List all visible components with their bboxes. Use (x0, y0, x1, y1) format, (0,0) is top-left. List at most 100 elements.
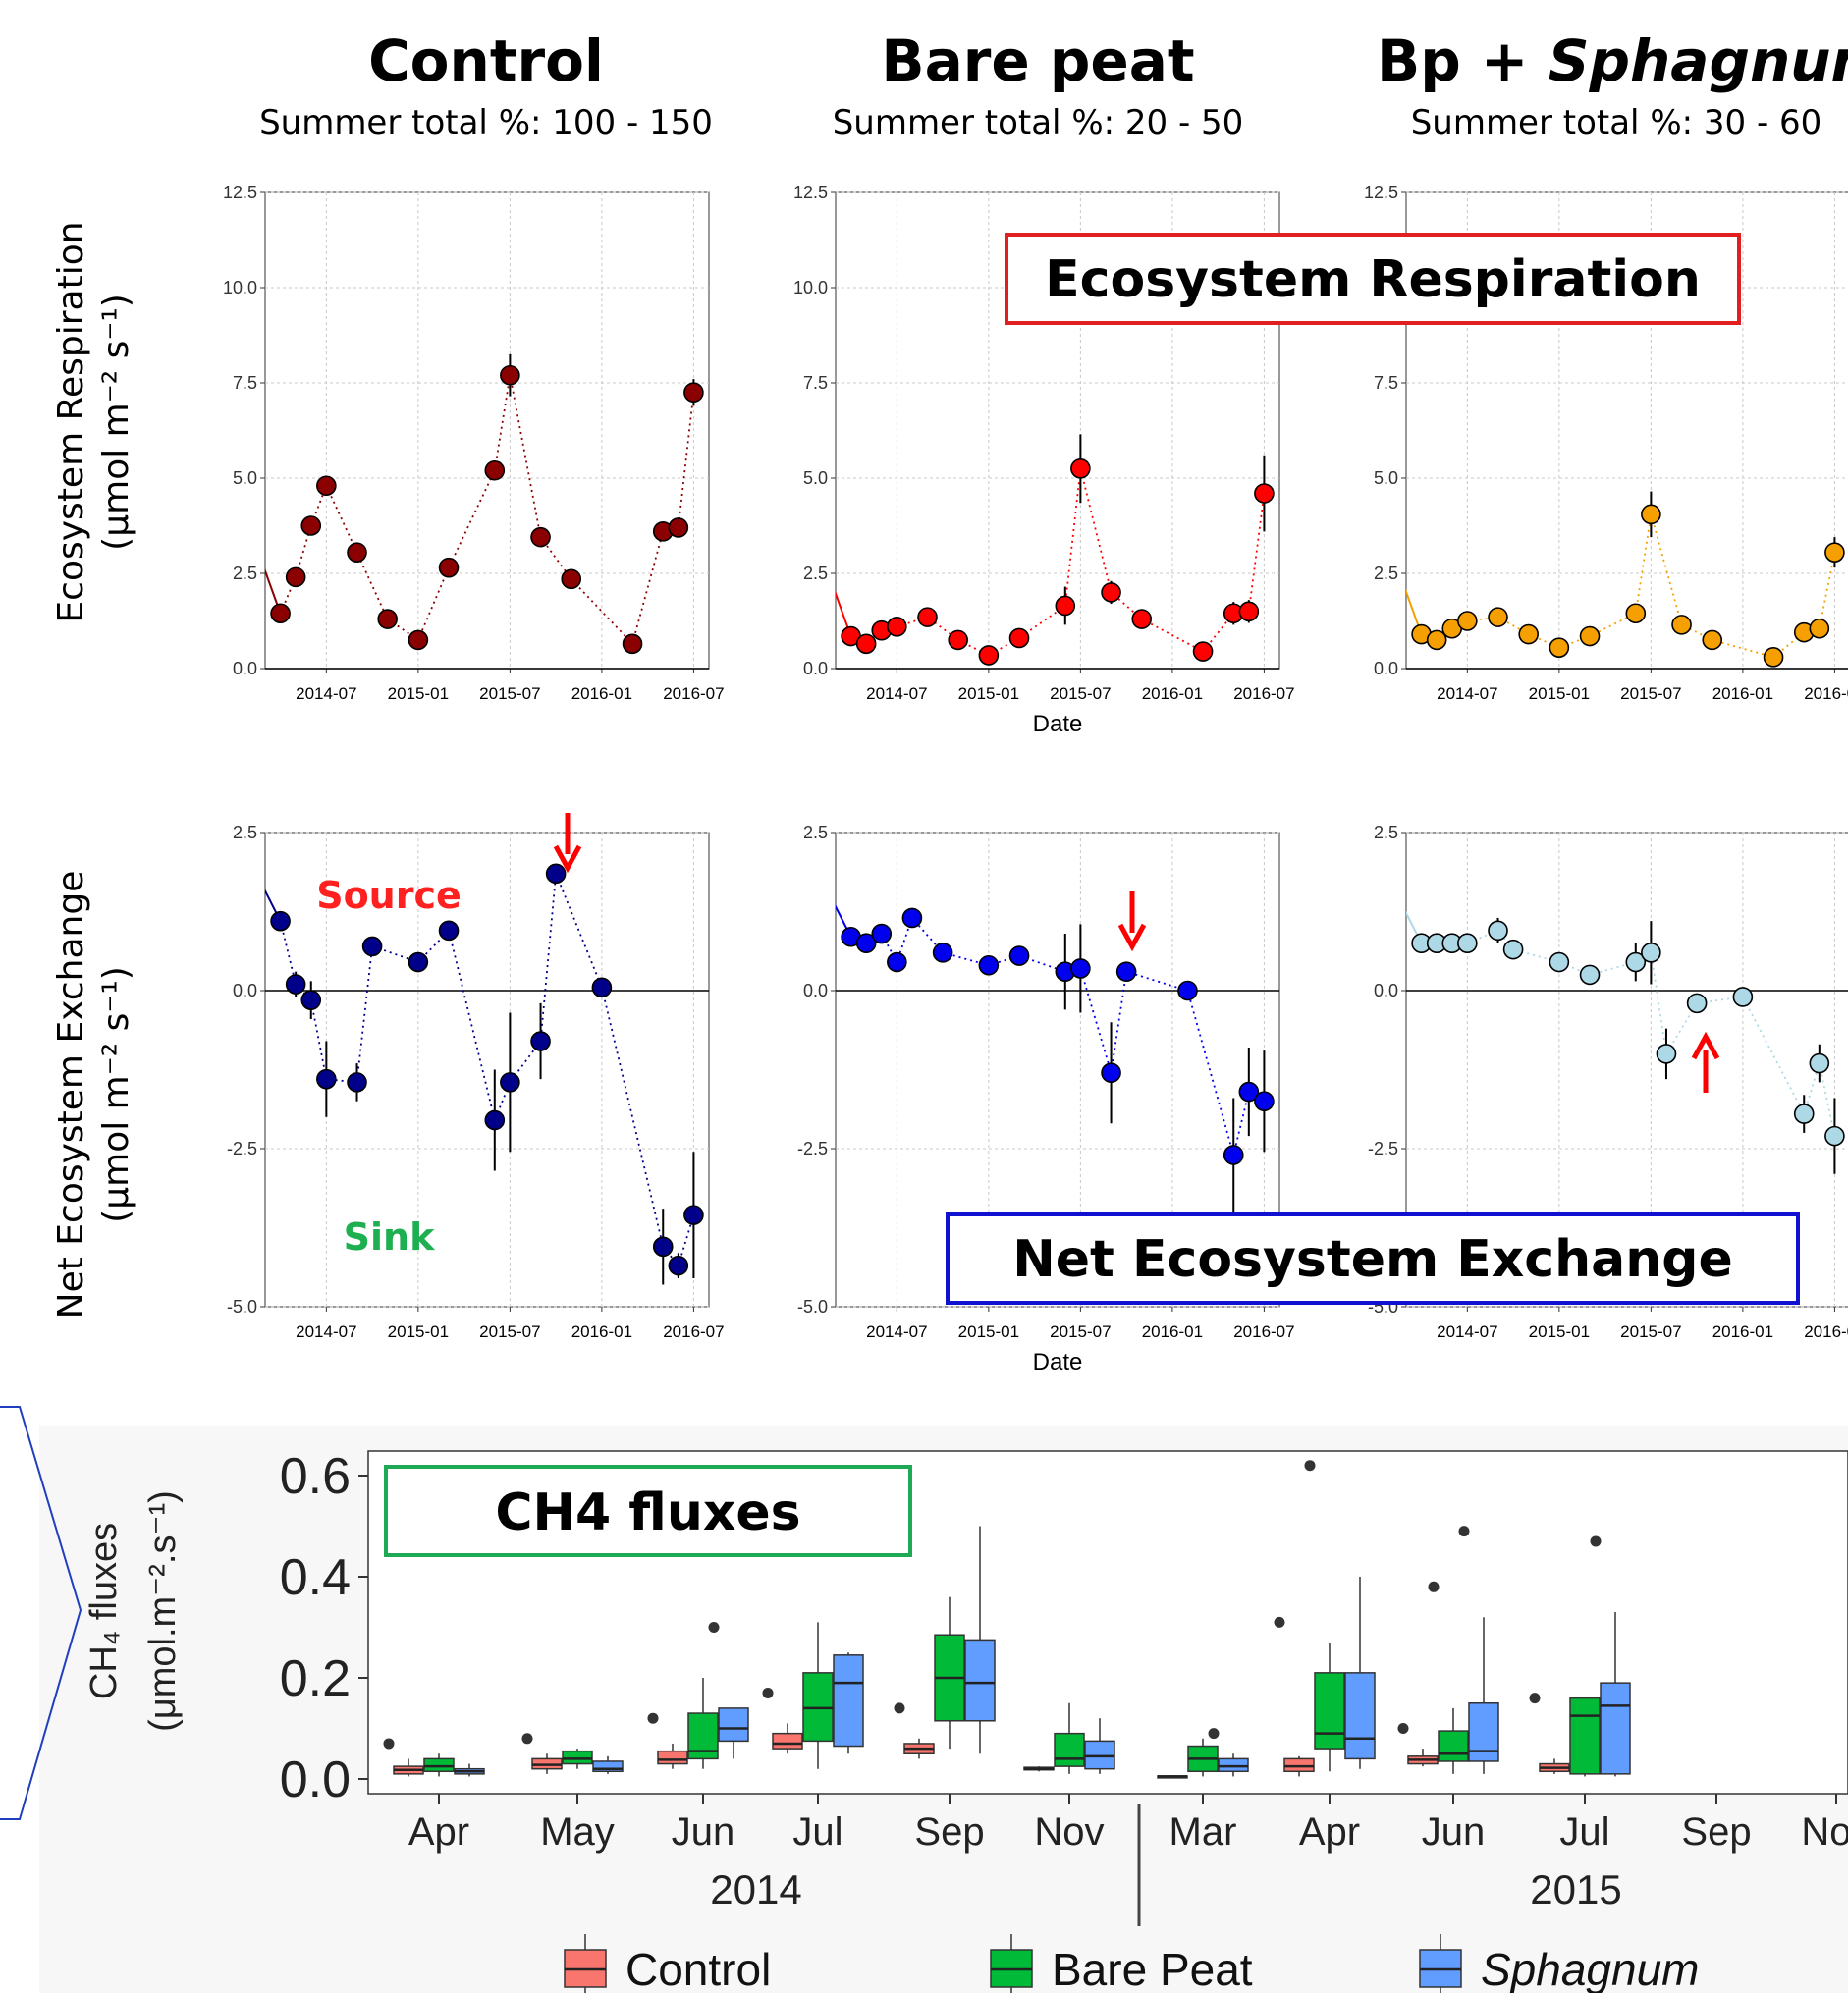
data-point (1656, 1044, 1677, 1064)
data-point (887, 951, 907, 973)
data-point (484, 1109, 506, 1131)
y-tick-label: -5.0 (797, 1297, 828, 1317)
box-body (718, 1707, 749, 1743)
bracket-shape (0, 1406, 82, 1820)
y-tick-label: 12.5 (1364, 183, 1398, 202)
ch4-x-tick-label: Apr (1299, 1810, 1360, 1854)
box-body (1468, 1702, 1499, 1762)
x-tick-label: 2014-07 (1437, 684, 1497, 703)
box-body (1438, 1730, 1469, 1762)
y-tick-label: 0.0 (1374, 659, 1398, 678)
data-point (1192, 641, 1214, 662)
x-tick-label: 2016-01 (1142, 1322, 1203, 1341)
box-body (1218, 1757, 1249, 1773)
box-bare-peat (1187, 1738, 1219, 1777)
series-line (1421, 929, 1836, 1137)
y-tick-label: 7.5 (1374, 373, 1398, 393)
box-bare-peat (1428, 1581, 1469, 1774)
y-tick-label: -2.5 (227, 1139, 257, 1158)
x-axis-title: Date (1033, 1349, 1083, 1375)
box-sphagnum (1344, 1577, 1376, 1769)
x-tick-label: 2014-07 (1437, 1322, 1497, 1341)
box-sphagnum (1458, 1526, 1499, 1774)
series-line (850, 468, 1266, 657)
ch4-year-label: 2014 (710, 1866, 801, 1912)
nee-label-box (946, 1212, 1800, 1305)
box-body (423, 1757, 455, 1773)
series (1406, 910, 1845, 1174)
ch4-x-tick-label: Jul (1559, 1810, 1609, 1854)
data-point (1131, 609, 1153, 629)
x-tick-label: 2014-07 (296, 684, 356, 703)
legend-label: Control (625, 1944, 771, 1993)
data-point (438, 557, 460, 578)
y-tick-label: 5.0 (233, 468, 257, 488)
x-tick-label: 2015-07 (479, 1322, 540, 1341)
data-point (917, 607, 938, 627)
series-line (279, 873, 695, 1268)
data-point (484, 459, 506, 481)
svg-text:(μmol m⁻² s⁻¹): (μmol m⁻² s⁻¹) (96, 294, 136, 551)
data-point (683, 1205, 704, 1225)
series (265, 353, 704, 655)
box-control (647, 1712, 688, 1769)
data-point (408, 629, 429, 651)
x-tick-label: 2015-01 (1529, 684, 1590, 703)
legend-item-0: Control (564, 1934, 771, 1993)
y-tick-label: 10.0 (793, 278, 828, 297)
data-point (1101, 582, 1121, 603)
box-outlier (1590, 1535, 1602, 1547)
box-sphagnum (833, 1652, 864, 1754)
y-tick-label: 7.5 (803, 373, 828, 393)
data-point (1809, 618, 1830, 639)
ch4-boxplot: 0.0 0.2 0.4 0.6 CH₄ fluxes (μmol.m⁻².s⁻¹) Apr M… (0, 1406, 1848, 1993)
nee-ylabel: Net Ecosystem Exchange (μmol m⁻² s⁻¹) (51, 871, 136, 1320)
x-tick-label: 2016-07 (1804, 684, 1848, 703)
data-point (1579, 625, 1601, 647)
data-point (1008, 945, 1030, 966)
ch4-label-box (384, 1465, 912, 1557)
data-point (932, 943, 953, 963)
box-control (521, 1733, 563, 1774)
data-point (1070, 458, 1091, 479)
box-control (1397, 1723, 1439, 1767)
box-body (1600, 1682, 1631, 1775)
data-point (948, 629, 968, 651)
x-tick-label: 2015-01 (1529, 1322, 1590, 1341)
data-point (545, 863, 567, 885)
ch4-y-tick-label: 0.6 (280, 1448, 351, 1505)
box-bare-peat (1304, 1460, 1345, 1772)
y-tick-label: -2.5 (1368, 1139, 1398, 1158)
column-title-bare-peat: Bare peat (881, 27, 1194, 94)
data-point (1702, 629, 1723, 651)
ch4-ylabel-line1: CH₄ fluxes (83, 1523, 125, 1699)
data-point (1686, 993, 1708, 1014)
y-tick-label: 0.0 (233, 981, 257, 1000)
box-sphagnum (454, 1763, 485, 1777)
x-tick-label: 2015-07 (1620, 1322, 1681, 1341)
box-body (1054, 1732, 1085, 1767)
data-point (270, 910, 291, 932)
y-tick-label: 2.5 (803, 564, 828, 583)
box-body (1344, 1672, 1376, 1760)
er-ylabel: Ecosystem Respiration (μmol m⁻² s⁻¹) (51, 221, 136, 622)
series (836, 904, 1275, 1212)
data-point (1055, 595, 1076, 617)
er-label: Ecosystem Respiration (1045, 250, 1701, 309)
box-sphagnum (1084, 1718, 1115, 1774)
data-point (1070, 958, 1091, 979)
data-point (1457, 611, 1478, 631)
data-point (1115, 961, 1137, 982)
x-tick-label: 2016-01 (1712, 684, 1773, 703)
data-point (530, 526, 551, 548)
data-point (285, 566, 306, 588)
data-point (1671, 615, 1692, 635)
box-sphagnum (1590, 1535, 1631, 1777)
data-point (1008, 627, 1030, 649)
box-outlier (521, 1733, 533, 1745)
x-tick-label: 2015-07 (1050, 684, 1111, 703)
box-body (657, 1750, 688, 1765)
x-tick-label: 2014-07 (866, 684, 927, 703)
y-tick-label: -5.0 (227, 1297, 257, 1317)
